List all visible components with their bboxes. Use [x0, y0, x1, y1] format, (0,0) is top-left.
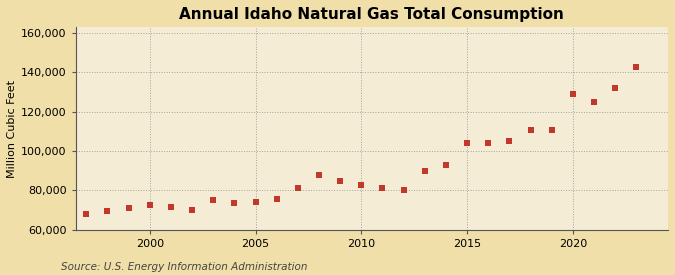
Point: [81, 212, 92, 216]
Point: [144, 203, 155, 207]
Point: [271, 197, 282, 202]
Point: [462, 141, 472, 145]
Point: [419, 169, 430, 173]
Text: Source: U.S. Energy Information Administration: Source: U.S. Energy Information Administ…: [61, 262, 307, 272]
Point: [314, 172, 325, 177]
Y-axis label: Million Cubic Feet: Million Cubic Feet: [7, 79, 17, 178]
Point: [165, 205, 176, 209]
Point: [377, 186, 388, 191]
Point: [292, 186, 303, 191]
Point: [483, 141, 493, 145]
Point: [102, 209, 113, 213]
Point: [398, 188, 409, 193]
Point: [568, 92, 578, 96]
Point: [250, 200, 261, 204]
Point: [525, 127, 536, 132]
Point: [504, 139, 515, 144]
Point: [229, 201, 240, 205]
Point: [356, 182, 367, 187]
Point: [335, 178, 346, 183]
Title: Annual Idaho Natural Gas Total Consumption: Annual Idaho Natural Gas Total Consumpti…: [180, 7, 564, 22]
Point: [208, 198, 219, 202]
Point: [610, 86, 620, 90]
Point: [441, 163, 452, 167]
Point: [187, 208, 198, 212]
Point: [546, 127, 557, 132]
Point: [589, 100, 599, 104]
Point: [124, 206, 134, 210]
Point: [631, 64, 642, 69]
